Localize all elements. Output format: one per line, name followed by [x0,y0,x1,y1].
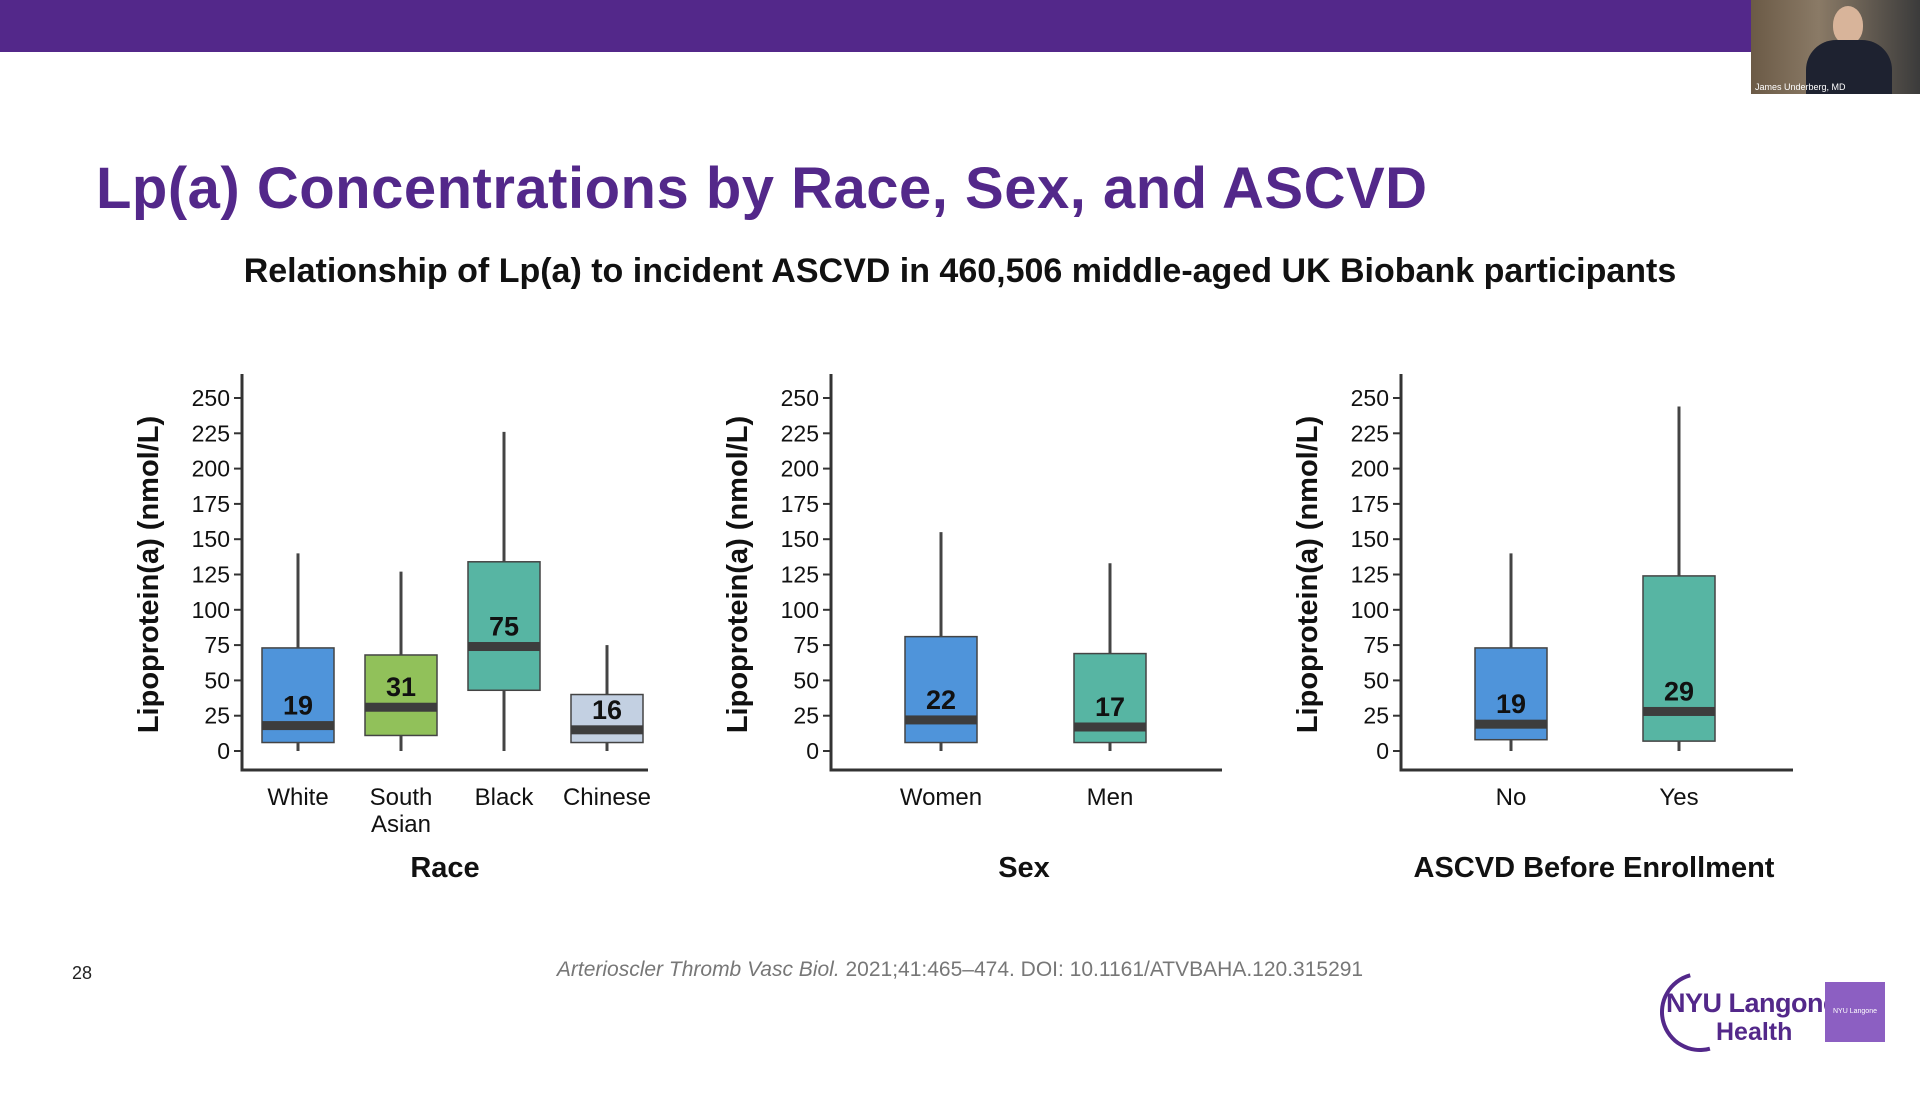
x-axis-label: Race [410,852,479,884]
y-tick-label: 50 [1363,667,1389,693]
x-category-label: White [267,784,328,811]
y-tick-label: 200 [1351,456,1389,482]
slide-subtitle: Relationship of Lp(a) to incident ASCVD … [243,252,1677,290]
y-tick-label: 100 [1351,597,1389,623]
y-tick-label: 250 [192,385,230,411]
y-tick-label: 0 [806,738,819,764]
y-tick-label: 225 [192,420,230,446]
y-tick-label: 100 [781,597,819,623]
median-value-label: 17 [1095,692,1125,722]
nyu-langone-logo: NYU Langone Health NYU Langone Health [1645,957,1890,1075]
slide-number: 28 [72,963,93,983]
box-iqr [904,635,978,744]
y-tick-label: 175 [192,491,230,517]
median-value-label: 19 [283,691,313,721]
y-tick-label: 150 [1351,526,1389,552]
y-tick-label: 25 [1363,703,1389,729]
y-tick-label: 250 [781,385,819,411]
speaker-head [1833,6,1863,44]
median-bar [1074,722,1146,732]
x-category-label: Women [900,784,982,811]
citation-journal: Arterioscler Thromb Vasc Biol. [556,958,840,981]
y-axis-label: Lipoprotein(a) (nmol/L) [1292,416,1324,733]
y-tick-label: 50 [793,667,819,693]
y-tick-label: 225 [1351,420,1389,446]
y-tick-label: 50 [204,667,230,693]
median-value-label: 22 [926,685,956,715]
logo-text-line2: Health [1716,1018,1793,1046]
logo-text-line1: NYU Langone [1666,988,1838,1018]
logo-badge: NYU Langone Health [1825,982,1885,1075]
y-axis-label: Lipoprotein(a) (nmol/L) [133,416,165,733]
x-category-label: Asian [371,811,431,838]
y-tick-label: 150 [781,526,819,552]
x-axis-label: Sex [998,852,1050,884]
y-tick-label: 100 [192,597,230,623]
y-tick-label: 175 [1351,491,1389,517]
median-value-label: 16 [592,695,622,725]
y-tick-label: 75 [793,632,819,658]
median-value-label: 31 [386,672,416,702]
median-bar [1475,719,1547,729]
x-category-label: South [370,784,433,811]
y-tick-label: 150 [192,526,230,552]
box-iqr [467,561,541,692]
median-bar [571,725,643,735]
box-iqr [1642,575,1716,742]
median-bar [365,702,437,712]
y-tick-label: 125 [192,562,230,588]
speaker-name: James Underberg, MD [1755,82,1846,92]
y-tick-label: 250 [1351,385,1389,411]
median-bar [905,715,977,725]
y-tick-label: 200 [781,456,819,482]
x-category-label: Chinese [563,784,651,811]
box-iqr [570,693,644,744]
y-tick-label: 75 [1363,632,1389,658]
y-tick-label: 25 [204,703,230,729]
top-banner [0,0,1920,52]
median-value-label: 29 [1664,676,1694,706]
median-bar [468,642,540,652]
x-axis-label: ASCVD Before Enrollment [1414,852,1775,884]
y-tick-label: 175 [781,491,819,517]
y-tick-label: 225 [781,420,819,446]
citation: Arterioscler Thromb Vasc Biol. 2021;41:4… [0,958,1920,982]
x-category-label: Men [1087,784,1134,811]
y-axis-label: Lipoprotein(a) (nmol/L) [722,416,754,733]
y-tick-label: 0 [1376,738,1389,764]
x-category-label: Yes [1659,784,1698,811]
y-tick-label: 125 [1351,562,1389,588]
y-tick-label: 75 [204,632,230,658]
slide-title: Lp(a) Concentrations by Race, Sex, and A… [96,156,1428,221]
median-bar [262,721,334,731]
y-tick-label: 125 [781,562,819,588]
y-tick-label: 200 [192,456,230,482]
citation-details: 2021;41:465–474. DOI: 10.1161/ATVBAHA.12… [839,958,1364,981]
box-iqr [364,654,438,737]
y-tick-label: 0 [217,738,230,764]
x-category-label: Black [475,784,535,811]
median-value-label: 19 [1496,689,1526,719]
x-category-label: No [1496,784,1527,811]
speaker-video-thumbnail[interactable]: James Underberg, MD [1751,0,1920,94]
median-bar [1643,706,1715,716]
y-tick-label: 25 [793,703,819,729]
median-value-label: 75 [489,612,519,642]
speaker-body [1806,40,1892,94]
